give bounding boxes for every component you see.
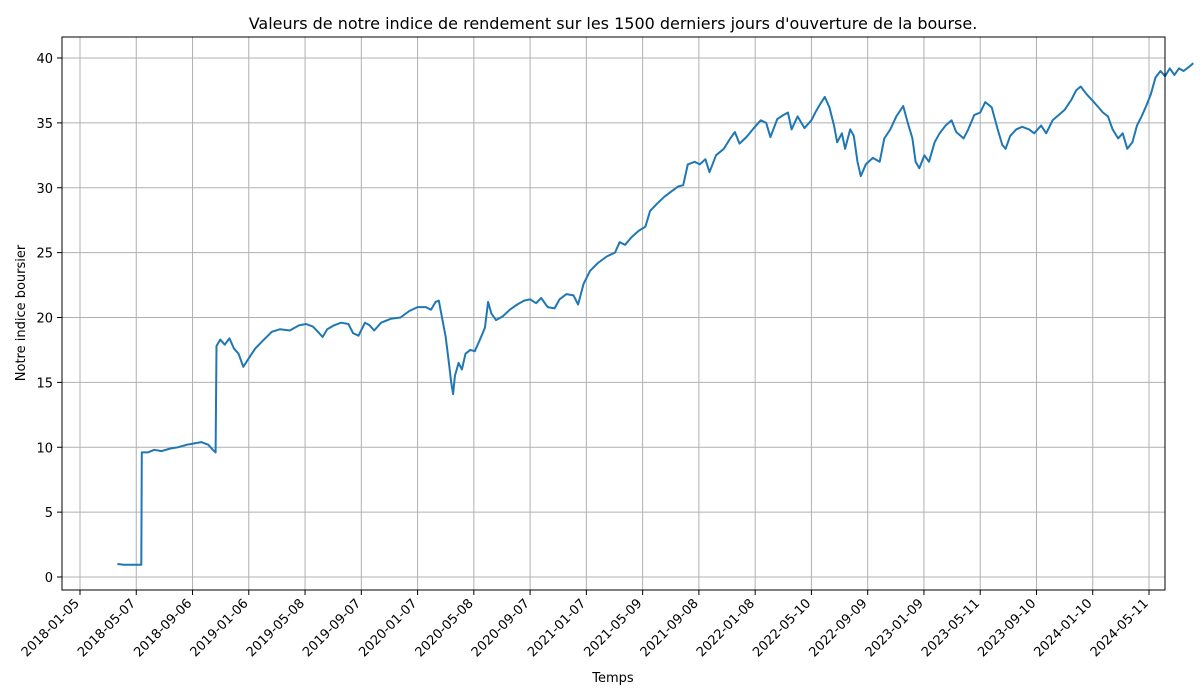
x-tick-label: 2019-01-06 (188, 596, 252, 660)
x-tick-label: 2020-09-07 (469, 596, 533, 660)
x-tick-label: 2019-09-07 (300, 596, 364, 660)
x-tick-label: 2023-05-11 (919, 596, 983, 660)
chart-title: Valeurs de notre indice de rendement sur… (249, 14, 978, 33)
x-tick-label: 2020-01-07 (356, 596, 420, 660)
series-layer (117, 62, 1194, 566)
y-tick-label: 25 (36, 247, 53, 262)
x-tick-label: 2023-01-09 (863, 596, 927, 660)
x-tick-label: 2021-09-08 (638, 596, 702, 660)
y-axis-label: Notre indice boursier (14, 244, 29, 381)
x-tick-label: 2018-05-07 (75, 596, 139, 660)
y-tick-label: 30 (36, 182, 53, 197)
series-line-0 (117, 62, 1194, 566)
y-tick-label: 35 (36, 117, 53, 132)
x-axis: 2018-01-052018-05-072018-09-062019-01-06… (19, 590, 1152, 660)
x-tick-label: 2022-05-10 (750, 596, 814, 660)
grid (62, 37, 1165, 590)
x-axis-label: Temps (591, 671, 634, 686)
x-tick-label: 2024-01-10 (1032, 596, 1096, 660)
y-axis: 0 5 10 15 20 25 30 35 40 (36, 52, 62, 586)
x-tick-label: 2023-09-10 (975, 596, 1039, 660)
y-tick-label: 40 (36, 52, 53, 67)
y-tick-label: 15 (36, 376, 53, 391)
y-tick-label: 20 (36, 312, 53, 327)
y-tick-label: 5 (45, 506, 53, 521)
x-tick-label: 2021-05-09 (581, 596, 645, 660)
x-tick-label: 2019-05-08 (244, 596, 308, 660)
x-tick-label: 2018-09-06 (131, 596, 195, 660)
y-tick-label: 10 (36, 441, 53, 456)
x-tick-label: 2022-09-09 (806, 596, 870, 660)
x-tick-label: 2024-05-11 (1088, 596, 1152, 660)
x-tick-label: 2022-01-08 (694, 596, 758, 660)
x-tick-label: 2021-01-07 (525, 596, 589, 660)
plot-frame (61, 36, 1166, 591)
x-tick-label: 2020-05-08 (413, 596, 477, 660)
y-tick-label: 0 (45, 571, 53, 586)
x-tick-label: 2018-01-05 (19, 596, 83, 660)
